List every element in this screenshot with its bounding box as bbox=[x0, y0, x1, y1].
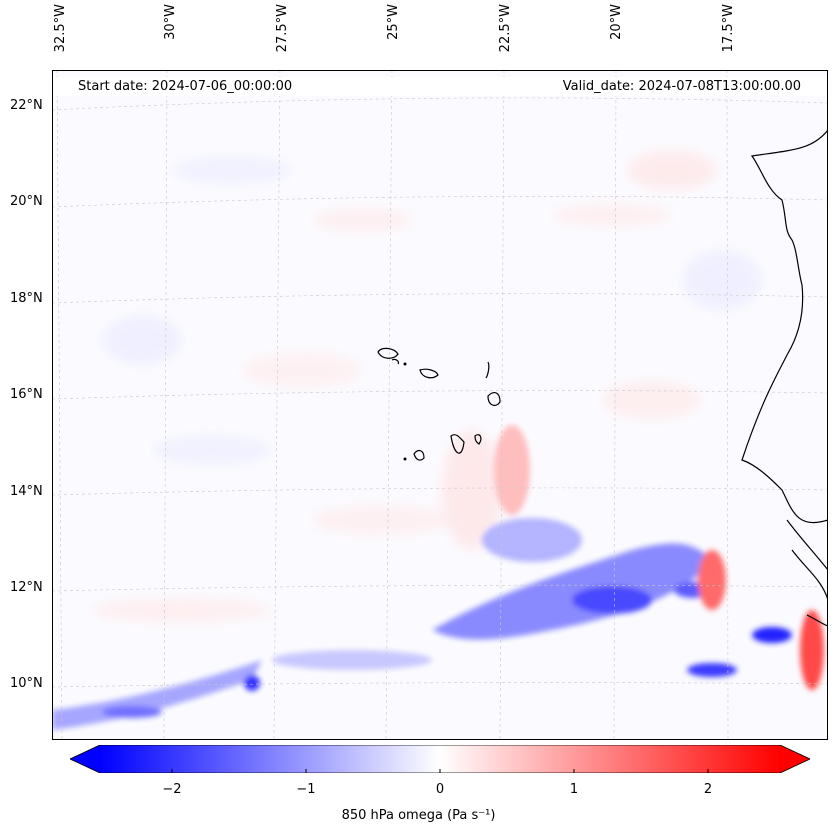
lon-label-30w: 30°W bbox=[163, 4, 178, 40]
lat-label-18n: 18°N bbox=[10, 291, 43, 306]
lon-label-32-5w: 32.5°W bbox=[53, 4, 68, 53]
colorbar-low-extension bbox=[70, 745, 100, 773]
colorbar-tick-1: 1 bbox=[569, 782, 579, 797]
lon-label-27-5w: 27.5°W bbox=[275, 4, 290, 53]
start-date-label: Start date: 2024-07-06_00:00:00 bbox=[78, 79, 293, 94]
lon-label-17-5w: 17.5°W bbox=[721, 4, 736, 53]
lat-label-12n: 12°N bbox=[10, 580, 43, 595]
lat-label-16n: 16°N bbox=[10, 387, 43, 402]
lat-label-22n: 22°N bbox=[10, 98, 43, 113]
island-dot-1 bbox=[403, 362, 407, 366]
lon-label-20w: 20°W bbox=[609, 4, 624, 40]
lon-label-25w: 25°W bbox=[386, 4, 401, 40]
lat-label-10n: 10°N bbox=[10, 676, 43, 691]
map-border bbox=[52, 70, 828, 740]
colorbar-label: 850 hPa omega (Pa s⁻¹) bbox=[341, 808, 496, 823]
valid-date-label: Valid_date: 2024-07-08T13:00:00.00 bbox=[562, 79, 801, 94]
date-info-bar: Start date: 2024-07-06_00:00:00 Valid_da… bbox=[53, 77, 827, 96]
island-dot-2 bbox=[403, 457, 407, 461]
colorbar-tick-2: 2 bbox=[703, 782, 713, 797]
coastlines bbox=[377, 116, 828, 627]
colorbar-tick-minus2: −2 bbox=[162, 782, 182, 797]
colorbar-gradient bbox=[100, 745, 780, 773]
omega-map[interactable] bbox=[52, 70, 828, 740]
lat-label-14n: 14°N bbox=[10, 484, 43, 499]
colorbar-tick-0: 0 bbox=[435, 782, 445, 797]
colorbar-high-extension bbox=[780, 745, 810, 773]
lat-label-20n: 20°N bbox=[10, 194, 43, 209]
convective-band bbox=[52, 425, 824, 730]
colorbar-tick-minus1: −1 bbox=[296, 782, 316, 797]
graticule bbox=[52, 70, 828, 740]
lon-label-22-5w: 22.5°W bbox=[498, 4, 513, 53]
colorbar bbox=[70, 745, 810, 773]
